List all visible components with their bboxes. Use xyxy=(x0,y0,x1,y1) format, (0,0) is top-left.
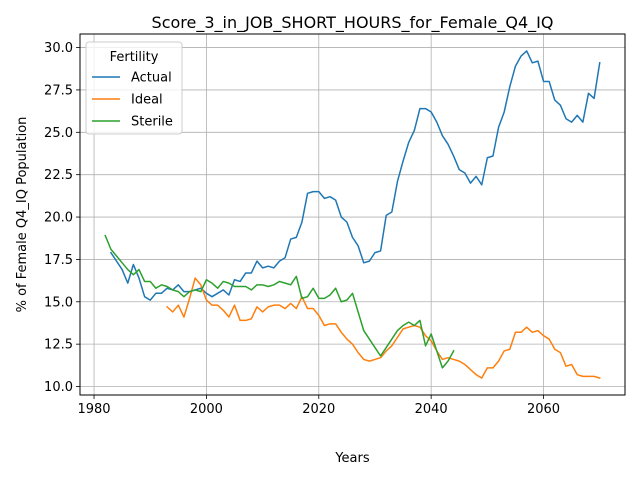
grid xyxy=(80,34,625,395)
legend-box xyxy=(85,41,183,135)
y-tick-label: 17.5 xyxy=(44,253,73,268)
x-tick-label: 2060 xyxy=(527,402,560,417)
y-tick-label: 15.0 xyxy=(44,295,73,310)
y-tick-label: 20.0 xyxy=(44,211,73,226)
legend: Fertility Actual Ideal Sterile xyxy=(85,41,183,135)
plot-frame xyxy=(79,33,626,396)
series-line-sterile xyxy=(104,234,455,369)
x-tick-label: 2020 xyxy=(302,402,335,417)
chart-title: Score_3_in_JOB_SHORT_HOURS_for_Female_Q4… xyxy=(152,13,554,33)
legend-label-actual: Actual xyxy=(131,71,172,86)
x-tick-label: 2040 xyxy=(415,402,448,417)
x-axis-title: Years xyxy=(334,451,370,466)
legend-label-ideal: Ideal xyxy=(131,93,163,108)
x-tick-label: 2000 xyxy=(190,402,223,417)
y-tick-label: 25.0 xyxy=(44,126,73,141)
x-tick-label: 1980 xyxy=(77,402,110,417)
axis-ticks: 1980 2000 2020 2040 2060 10.0 12.5 15.0 17.5 20.0… xyxy=(44,41,560,417)
y-tick-label: 30.0 xyxy=(44,41,73,56)
legend-title: Fertility xyxy=(110,50,159,65)
y-axis-title: % of Female Q4_IQ Population xyxy=(15,117,30,313)
y-tick-label: 10.0 xyxy=(44,380,73,395)
y-tick-label: 22.5 xyxy=(44,168,73,183)
legend-label-sterile: Sterile xyxy=(131,115,173,130)
series-line-ideal xyxy=(166,277,601,379)
y-tick-label: 27.5 xyxy=(44,83,73,98)
y-tick-label: 12.5 xyxy=(44,338,73,353)
series-lines xyxy=(104,50,601,379)
